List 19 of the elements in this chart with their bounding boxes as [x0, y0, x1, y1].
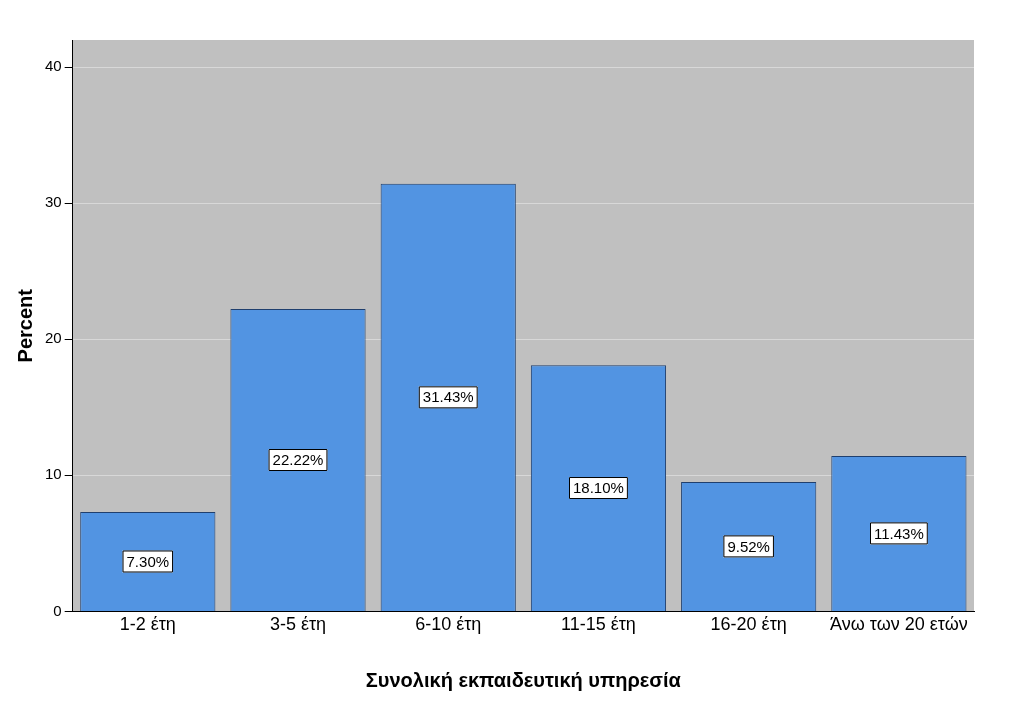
data-label: 9.52% [727, 537, 770, 555]
y-tick-label: 0 [53, 601, 62, 619]
y-tick-label: 20 [45, 329, 62, 347]
y-tick-label: 10 [45, 465, 62, 483]
x-tick-label: Άνω των 20 ετών [830, 614, 968, 635]
y-axis-title: Percent [13, 288, 36, 363]
x-tick-label: 11-15 έτη [561, 614, 636, 635]
data-label: 11.43% [874, 524, 924, 542]
x-tick-label: 16-20 έτη [710, 614, 787, 635]
x-tick-label: 3-5 έτη [269, 614, 327, 635]
data-label: 18.10% [573, 479, 624, 497]
data-label: 22.22% [272, 451, 324, 469]
x-axis-title: Συνολική εκπαιδευτική υπηρεσία [365, 668, 682, 691]
data-label: 31.43% [422, 388, 474, 406]
x-tick-label: 1-2 έτη [119, 614, 176, 635]
data-label: 7.30% [126, 552, 170, 570]
y-tick-label: 30 [45, 193, 62, 211]
x-tick-label: 6-10 έτη [415, 614, 482, 635]
y-tick-label: 40 [45, 57, 62, 75]
